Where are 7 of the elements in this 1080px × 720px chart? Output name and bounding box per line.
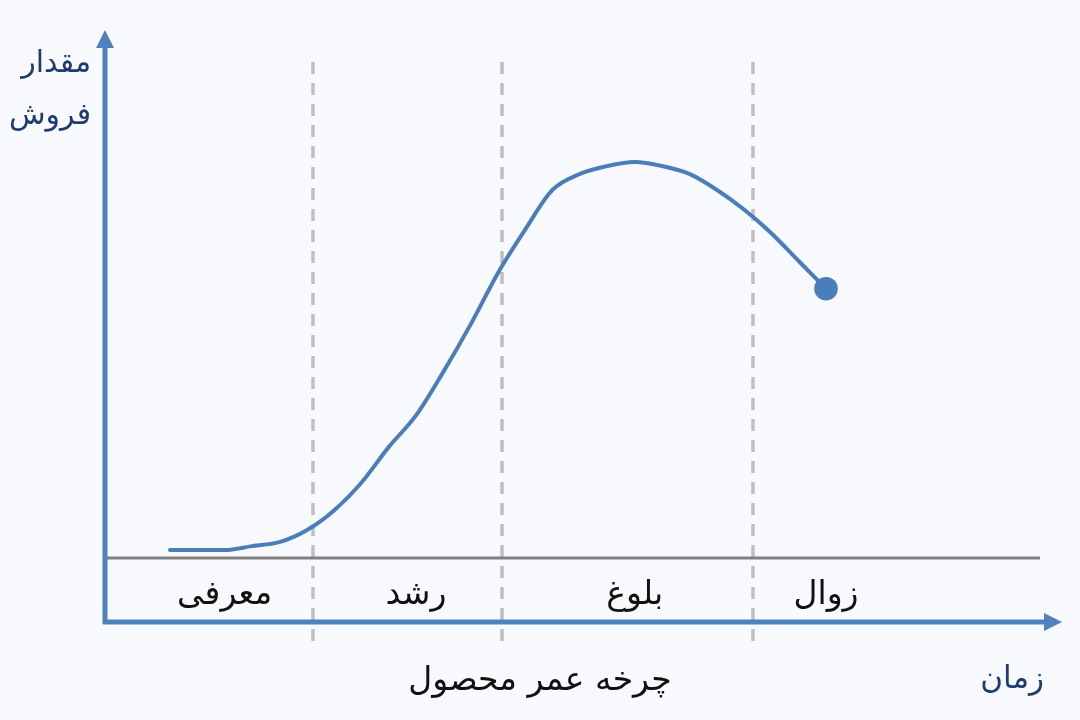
x-tick-label: رشد: [385, 573, 447, 612]
text: چرخه عمر محصول: [408, 659, 672, 698]
x-tick-label: معرفی: [177, 573, 273, 612]
x-tick-label: بلوغ: [606, 573, 664, 612]
y-axis-title: مقدار فروش: [8, 44, 91, 132]
x-axis-title: زمان: [980, 659, 1044, 696]
x-tick-label: زوال: [793, 573, 859, 612]
